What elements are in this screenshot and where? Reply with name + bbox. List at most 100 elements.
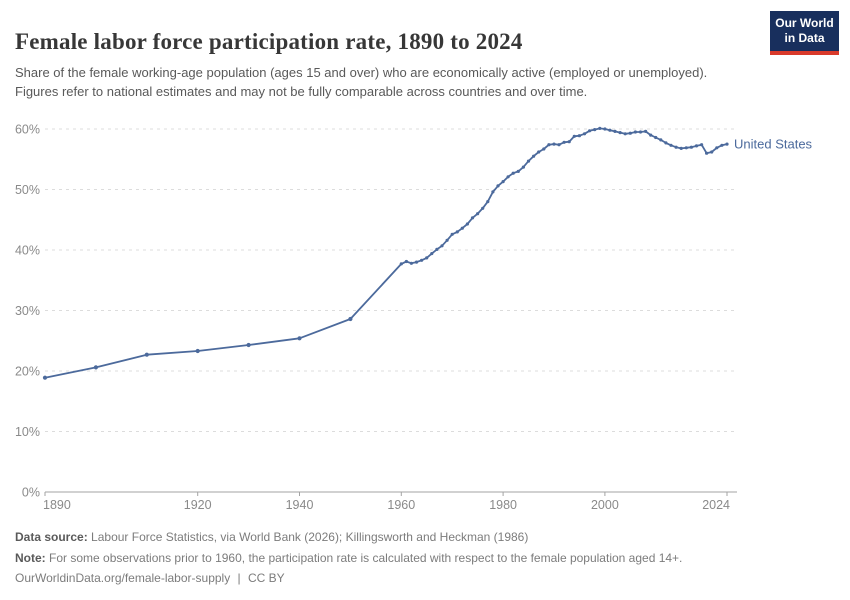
x-axis-tick-label: 1920 xyxy=(184,498,212,510)
data-point[interactable] xyxy=(516,169,520,173)
line-chart-svg[interactable]: 0% 10% 20% 30% 40% 50% 60% 1890 1920 1940 1960 1980… xyxy=(0,110,850,511)
data-point[interactable] xyxy=(506,175,510,179)
data-point[interactable] xyxy=(608,128,612,132)
owid-logo[interactable]: Our World in Data xyxy=(770,11,839,55)
data-point[interactable] xyxy=(445,238,449,242)
data-point[interactable] xyxy=(577,134,582,138)
data-point[interactable] xyxy=(511,171,515,175)
y-axis-tick-label: 40% xyxy=(15,244,40,258)
data-point[interactable] xyxy=(526,159,531,163)
data-point[interactable] xyxy=(521,165,526,169)
data-point[interactable] xyxy=(567,140,571,144)
data-point[interactable] xyxy=(598,126,602,130)
data-point[interactable] xyxy=(562,140,566,144)
data-point[interactable] xyxy=(450,232,454,236)
data-point[interactable] xyxy=(623,132,627,136)
data-point[interactable] xyxy=(557,143,561,147)
data-point[interactable] xyxy=(425,256,429,260)
data-point[interactable] xyxy=(537,150,541,154)
y-axis-tick-label: 20% xyxy=(15,365,40,379)
data-point[interactable] xyxy=(440,244,444,248)
data-point[interactable] xyxy=(93,365,98,370)
y-axis-tick-label: 30% xyxy=(15,304,40,318)
data-point[interactable] xyxy=(420,258,424,262)
footer-url[interactable]: OurWorldinData.org/female-labor-supply xyxy=(15,571,231,585)
data-point[interactable] xyxy=(725,142,729,146)
data-point[interactable] xyxy=(532,154,536,158)
chart-subtitle: Share of the female working-age populati… xyxy=(15,65,708,99)
data-point[interactable] xyxy=(628,131,632,135)
series-line[interactable] xyxy=(44,127,728,379)
data-point[interactable] xyxy=(297,336,302,341)
data-point[interactable] xyxy=(674,145,678,149)
data-point[interactable] xyxy=(430,252,434,256)
data-point[interactable] xyxy=(582,132,587,136)
data-point[interactable] xyxy=(618,131,622,135)
data-point[interactable] xyxy=(664,141,668,145)
data-point[interactable] xyxy=(465,222,469,226)
data-point[interactable] xyxy=(654,135,658,140)
data-point[interactable] xyxy=(572,134,576,138)
data-point[interactable] xyxy=(486,200,490,204)
footer-note-line: Note: For some observations prior to 196… xyxy=(15,548,825,569)
data-point[interactable] xyxy=(679,146,683,150)
data-point[interactable] xyxy=(501,180,505,184)
data-point[interactable] xyxy=(195,348,200,354)
chart-title: Female labor force participation rate, 1… xyxy=(15,29,523,55)
data-point[interactable] xyxy=(435,247,439,251)
data-point[interactable] xyxy=(633,130,638,134)
data-point[interactable] xyxy=(552,142,556,146)
data-point[interactable] xyxy=(481,206,485,210)
x-axis-tick-label: 1940 xyxy=(286,498,314,510)
data-point[interactable] xyxy=(638,130,643,134)
x-axis-tick-label: 1960 xyxy=(387,498,415,510)
data-point[interactable] xyxy=(460,226,464,230)
data-point[interactable] xyxy=(593,128,597,132)
data-point[interactable] xyxy=(603,127,607,131)
data-point[interactable] xyxy=(689,145,694,149)
data-point[interactable] xyxy=(715,146,719,150)
data-source-label: Data source: xyxy=(15,530,88,544)
data-point[interactable] xyxy=(246,342,251,348)
x-axis-tick-label: 2024 xyxy=(702,498,730,510)
data-point[interactable] xyxy=(720,143,724,147)
x-axis-tick-label: 2000 xyxy=(591,498,619,510)
data-point[interactable] xyxy=(470,216,475,220)
footer-license[interactable]: CC BY xyxy=(248,571,285,585)
data-point[interactable] xyxy=(710,150,714,154)
series-label-united-states[interactable]: United States xyxy=(734,137,813,152)
data-point[interactable] xyxy=(404,259,408,264)
data-point[interactable] xyxy=(144,352,149,357)
footer-separator: | xyxy=(237,571,241,585)
data-point[interactable] xyxy=(700,143,704,147)
data-point[interactable] xyxy=(588,129,592,133)
data-point[interactable] xyxy=(542,147,546,151)
data-point[interactable] xyxy=(644,129,648,133)
footer-link-line: OurWorldinData.org/female-labor-supply |… xyxy=(15,568,825,589)
data-point[interactable] xyxy=(496,184,500,188)
x-axis-tick-label: 1980 xyxy=(489,498,517,510)
data-point[interactable] xyxy=(455,230,459,234)
data-point[interactable] xyxy=(42,375,48,380)
owid-logo-line2: in Data xyxy=(784,31,825,45)
data-point[interactable] xyxy=(348,316,353,322)
data-point[interactable] xyxy=(476,212,480,216)
y-axis-tick-label: 0% xyxy=(22,486,40,500)
data-point[interactable] xyxy=(694,144,699,148)
note-label: Note: xyxy=(15,550,46,565)
data-point[interactable] xyxy=(409,261,413,265)
data-point[interactable] xyxy=(613,129,617,133)
chart-plot-area[interactable]: 0% 10% 20% 30% 40% 50% 60% 1890 1920 1940 1960 1980… xyxy=(0,110,850,511)
y-axis-tick-label: 50% xyxy=(15,183,40,197)
y-axis-tick-label: 10% xyxy=(15,425,40,439)
data-point[interactable] xyxy=(705,151,709,155)
data-point[interactable] xyxy=(399,262,403,266)
data-point[interactable] xyxy=(491,190,495,194)
data-point[interactable] xyxy=(659,138,663,142)
data-point[interactable] xyxy=(547,143,551,147)
data-point[interactable] xyxy=(414,260,419,264)
data-point[interactable] xyxy=(669,143,673,147)
data-point[interactable] xyxy=(649,133,653,137)
data-point[interactable] xyxy=(684,146,688,150)
